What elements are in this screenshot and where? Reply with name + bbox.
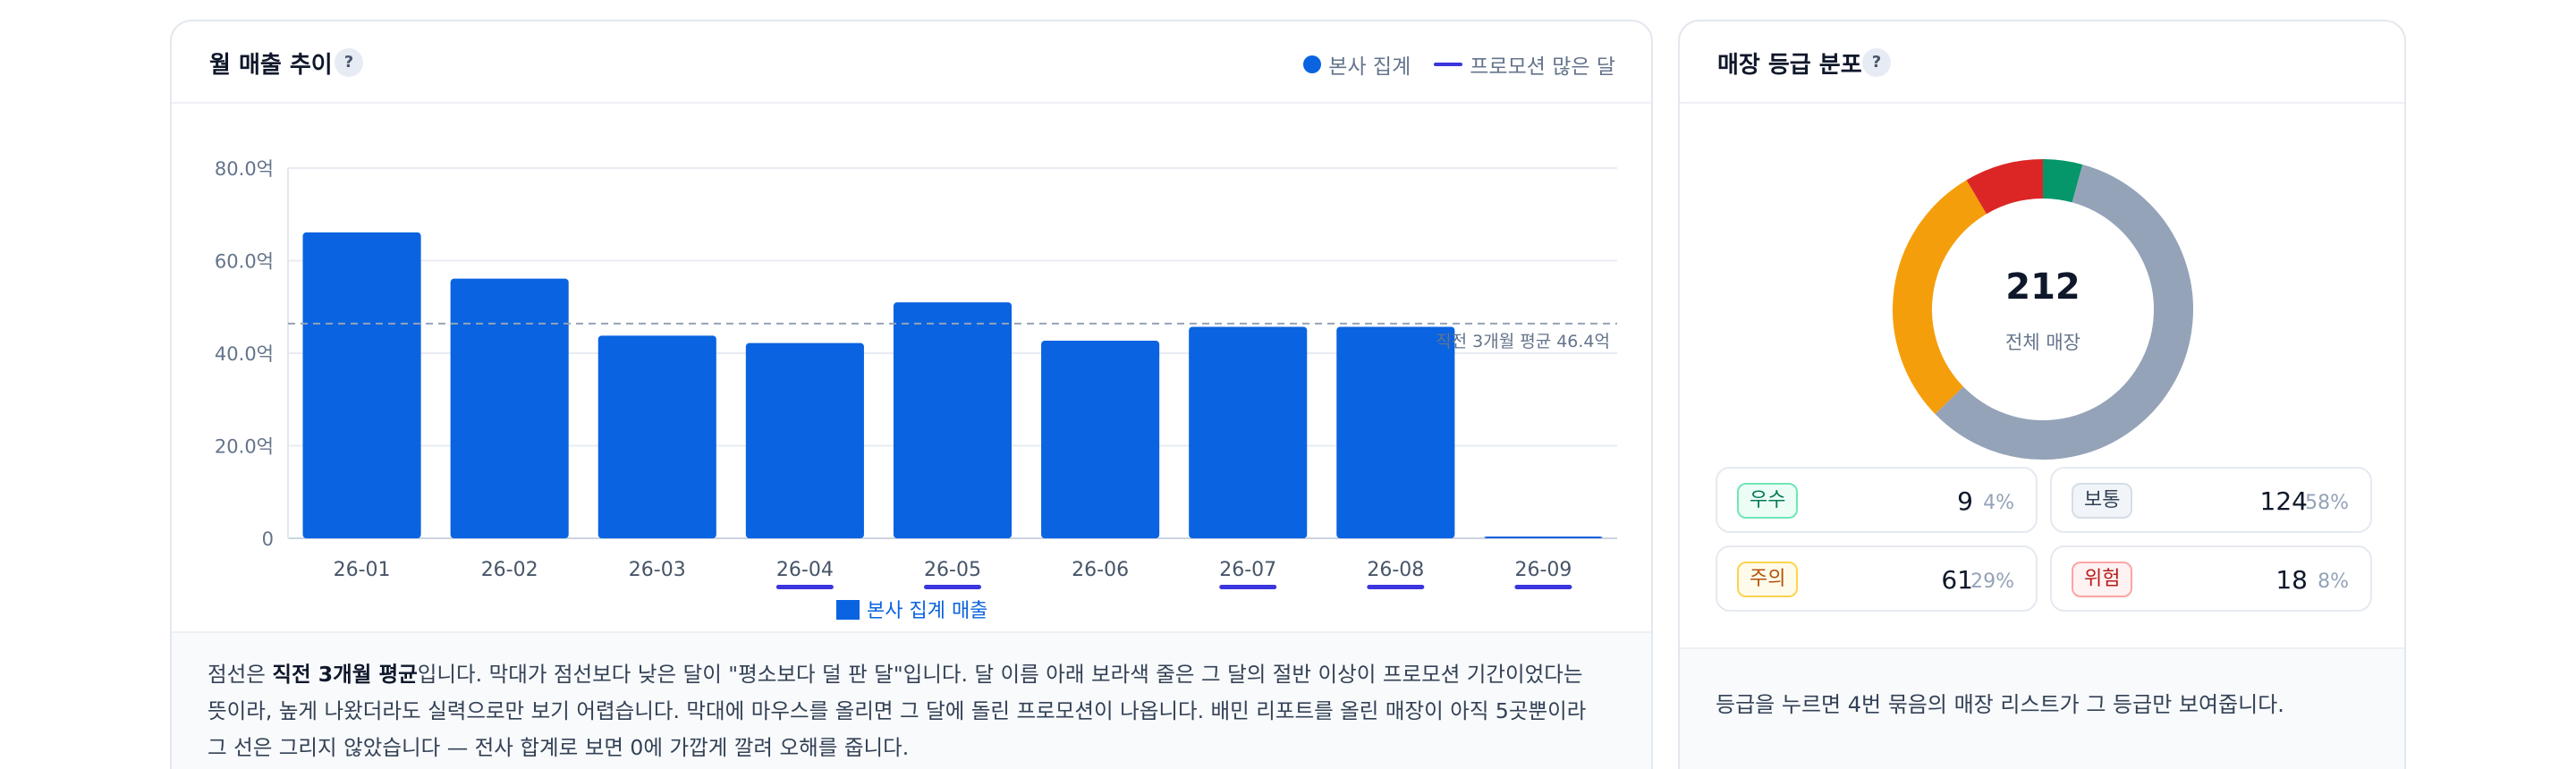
legend-item-promo[interactable]: 프로모션 많은 달 bbox=[1434, 49, 1615, 80]
sales-bar[interactable] bbox=[1189, 326, 1308, 538]
grade-help-icon[interactable]: ? bbox=[1862, 48, 1891, 77]
sales-bar-chart: 0 20.0억 40.0억 60.0억 80.0억 26-01 26-02 26-03 26-0… bbox=[215, 158, 1617, 622]
promo-month-marker bbox=[924, 585, 981, 589]
y-tick-label: 20.0억 bbox=[215, 436, 274, 458]
grade-pct: 58% bbox=[2305, 492, 2349, 514]
grade-footer: 등급을 누르면 4번 묶음의 매장 리스트가 그 등급만 보여줍니다. bbox=[1680, 647, 2404, 769]
x-tick-label: 26-09 bbox=[1514, 559, 1572, 581]
legend-bottom-label[interactable]: 본사 집계 매출 bbox=[867, 600, 987, 622]
grade-item-normal[interactable]: 보통 124 58% bbox=[2050, 467, 2372, 533]
x-tick-label: 26-01 bbox=[334, 559, 391, 581]
promo-month-marker bbox=[1367, 585, 1425, 589]
donut-total-label: 전체 매장 bbox=[2005, 332, 2080, 353]
y-tick-label: 0 bbox=[262, 528, 274, 550]
grade-note: 등급을 누르면 4번 묶음의 매장 리스트가 그 등급만 보여줍니다. bbox=[1716, 692, 2284, 717]
grade-count: 61 bbox=[1941, 565, 1973, 595]
x-tick-label: 26-07 bbox=[1219, 559, 1276, 581]
promo-month-marker bbox=[1219, 585, 1277, 589]
grade-badge: 주의 bbox=[1737, 562, 1799, 597]
grade-pct: 8% bbox=[2318, 570, 2349, 593]
note-part-bold: 직전 3개월 평균 bbox=[272, 662, 418, 687]
donut-slice[interactable] bbox=[1935, 164, 2193, 460]
sales-card-header: 월 매출 추이 ? 본사 집계 프로모션 많은 달 bbox=[172, 21, 1651, 104]
donut-total: 212 bbox=[2005, 266, 2080, 308]
legend-line-icon bbox=[1434, 63, 1463, 66]
note-part-2: 입니다. 막대가 점선보다 낮은 달이 "평소보다 덜 판 달"입니다. 달 이… bbox=[208, 662, 1587, 760]
x-tick-label: 26-08 bbox=[1367, 559, 1424, 581]
grade-pct: 4% bbox=[1983, 492, 2014, 514]
grade-item-danger[interactable]: 위험 18 8% bbox=[2050, 545, 2372, 612]
donut-slice[interactable] bbox=[1893, 180, 1987, 415]
sales-legend-top: 본사 집계 프로모션 많은 달 bbox=[1303, 48, 1615, 80]
grade-card-title: 매장 등급 분포 bbox=[1717, 52, 1862, 79]
sales-bar[interactable] bbox=[597, 335, 716, 538]
x-tick-label: 26-05 bbox=[924, 559, 981, 581]
legend-hq-total-label: 본사 집계 bbox=[1328, 55, 1411, 79]
legend-swatch-icon bbox=[836, 600, 860, 620]
grade-card-header: 매장 등급 분포 ? bbox=[1680, 21, 2404, 104]
sales-bar[interactable] bbox=[450, 278, 569, 538]
avg-reference-label: 직전 3개월 평균 46.4억 bbox=[1436, 332, 1610, 351]
grade-item-excellent[interactable]: 우수 9 4% bbox=[1716, 467, 2038, 533]
grade-badge: 보통 bbox=[2072, 483, 2133, 519]
sales-bar[interactable] bbox=[1484, 537, 1603, 538]
legend-item-hq-total[interactable]: 본사 집계 bbox=[1303, 49, 1411, 80]
legend-dot-icon bbox=[1303, 55, 1322, 73]
grade-donut-chart: 212 전체 매장 bbox=[1893, 159, 2193, 460]
grade-badge: 위험 bbox=[2072, 562, 2133, 597]
grade-count: 9 bbox=[1957, 486, 1973, 516]
x-tick-label: 26-02 bbox=[481, 559, 538, 581]
sales-bar[interactable] bbox=[1336, 326, 1455, 538]
donut-slice[interactable] bbox=[2042, 159, 2083, 203]
y-tick-label: 60.0억 bbox=[215, 251, 274, 273]
grade-badge: 우수 bbox=[1737, 483, 1799, 519]
x-tick-label: 26-04 bbox=[776, 559, 834, 581]
promo-month-marker bbox=[1514, 585, 1572, 589]
monthly-sales-card: 월 매출 추이 ? 본사 집계 프로모션 많은 달 0 20.0억 40.0억 60.… bbox=[170, 20, 1653, 769]
grade-pct: 29% bbox=[1970, 570, 2014, 593]
legend-promo-label: 프로모션 많은 달 bbox=[1470, 55, 1615, 79]
x-tick-label: 26-06 bbox=[1072, 559, 1129, 581]
x-tick-label: 26-03 bbox=[629, 559, 686, 581]
sales-help-icon[interactable]: ? bbox=[335, 48, 363, 77]
grade-count: 124 bbox=[2259, 486, 2308, 516]
store-grade-card: 매장 등급 분포 ? 212 전체 매장 우수 9 4% 보통 124 58% 주… bbox=[1678, 20, 2406, 769]
grade-count: 18 bbox=[2275, 565, 2308, 595]
grade-item-caution[interactable]: 주의 61 29% bbox=[1716, 545, 2038, 612]
sales-note: 점선은 직전 3개월 평균입니다. 막대가 점선보다 낮은 달이 "평소보다 덜… bbox=[208, 656, 1603, 766]
sales-bar[interactable] bbox=[893, 302, 1013, 538]
sales-bar[interactable] bbox=[1041, 341, 1160, 538]
y-tick-label: 80.0억 bbox=[215, 158, 274, 180]
sales-card-title: 월 매출 추이 bbox=[209, 52, 333, 79]
donut-slice[interactable] bbox=[1966, 159, 2044, 215]
sales-note-area: 점선은 직전 3개월 평균입니다. 막대가 점선보다 낮은 달이 "평소보다 덜… bbox=[172, 631, 1651, 769]
y-tick-label: 40.0억 bbox=[215, 343, 274, 365]
sales-bar[interactable] bbox=[302, 232, 421, 538]
promo-month-marker bbox=[775, 585, 834, 589]
sales-bar[interactable] bbox=[745, 342, 864, 538]
note-part-1: 점선은 bbox=[208, 662, 273, 687]
